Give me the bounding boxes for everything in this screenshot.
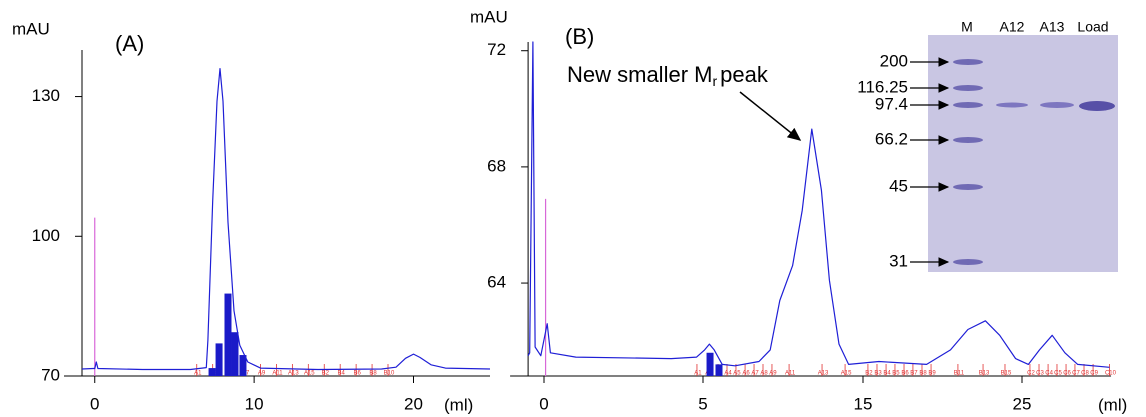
panel-title: (A): [115, 31, 144, 56]
fraction-label: A8: [760, 371, 768, 377]
fraction-label: A1: [694, 371, 702, 377]
mw-label: 66.2: [875, 129, 908, 148]
fraction-label: B6: [901, 371, 909, 377]
fraction-label: B8: [369, 371, 377, 377]
fraction-label: B9: [928, 371, 936, 377]
mw-label: 97.4: [875, 94, 908, 113]
y-tick-label: 130: [32, 86, 60, 105]
fraction-label: A9: [258, 371, 266, 377]
fraction-label: B11: [954, 371, 965, 377]
fraction-bar: [224, 293, 232, 376]
fraction-label: C2: [1027, 371, 1035, 377]
gel-image: [928, 35, 1118, 272]
lane-label: A12: [1000, 19, 1025, 35]
x-label: (ml): [444, 395, 473, 414]
sample-band: [1079, 101, 1115, 111]
fraction-label: A4: [724, 371, 732, 377]
fraction-bar: [231, 332, 239, 376]
y-tick-label: 68: [487, 156, 506, 175]
fraction-label: A5: [733, 371, 741, 377]
fraction-label: A13: [288, 371, 299, 377]
fraction-bar: [706, 352, 714, 376]
fraction-bar: [208, 368, 216, 376]
fraction-label: B6: [353, 371, 361, 377]
fraction-label: A9: [769, 371, 777, 377]
x-tick-label: 5: [698, 394, 707, 413]
marker-band: [953, 137, 983, 143]
lane-label: A13: [1040, 19, 1065, 35]
fraction-label: C7: [1072, 371, 1080, 377]
trace: [527, 41, 1110, 368]
marker-band: [953, 184, 983, 190]
x-label: (ml): [1098, 395, 1127, 414]
fraction-bar: [215, 343, 223, 376]
y-label: mAU: [12, 19, 50, 38]
y-label: mAU: [470, 7, 508, 26]
fraction-label: B7: [910, 371, 918, 377]
sample-band: [996, 102, 1028, 108]
marker-band: [953, 85, 983, 91]
fraction-label: B2: [865, 371, 873, 377]
y-tick-label: 70: [41, 365, 60, 384]
fraction-label: B5: [892, 371, 900, 377]
fraction-label: A15: [841, 371, 852, 377]
fraction-label: C8: [1081, 371, 1089, 377]
panel-title: (B): [565, 24, 594, 49]
fraction-bar: [239, 355, 247, 376]
mw-label: 116.25: [857, 77, 908, 96]
fraction-label: A7: [751, 371, 759, 377]
fraction-label: B2: [322, 371, 330, 377]
fraction-label: B4: [883, 371, 891, 377]
trace: [81, 68, 491, 371]
mw-label: 31: [889, 251, 908, 270]
fraction-label: A6: [742, 371, 750, 377]
fraction-label: A11: [272, 371, 283, 377]
fraction-label: A15: [304, 371, 315, 377]
fraction-label: C4: [1045, 371, 1053, 377]
x-tick-label: 20: [404, 394, 423, 413]
fraction-label: C10: [1105, 371, 1117, 377]
marker-band: [953, 102, 983, 108]
x-tick-label: 0: [539, 394, 548, 413]
annotation-arrow: [739, 91, 802, 141]
fraction-label: B3: [874, 371, 882, 377]
fraction-label: B15: [1001, 371, 1012, 377]
fraction-label: B8: [919, 371, 927, 377]
fraction-label: C5: [1054, 371, 1062, 377]
fraction-label: C3: [1036, 371, 1044, 377]
x-tick-label: 25: [1013, 394, 1032, 413]
fraction-label: C9: [1090, 371, 1098, 377]
fraction-label: A11: [785, 371, 796, 377]
lane-label: Load: [1077, 19, 1108, 35]
fraction-label: B13: [979, 371, 990, 377]
fraction-bar: [715, 364, 723, 376]
sample-band: [1040, 102, 1074, 108]
y-tick-label: 72: [487, 40, 506, 59]
x-tick-label: 15: [854, 394, 873, 413]
fraction-label: A13: [818, 371, 829, 377]
annotation: New smaller Mr peak: [567, 62, 769, 89]
marker-band: [953, 59, 983, 65]
fraction-label: B10: [384, 371, 395, 377]
lane-label: M: [961, 19, 973, 35]
y-tick-label: 100: [32, 226, 60, 245]
fraction-label: B4: [338, 371, 346, 377]
x-tick-label: 10: [245, 394, 264, 413]
x-tick-label: 0: [90, 394, 99, 413]
marker-band: [953, 259, 983, 265]
fraction-label: C6: [1063, 371, 1071, 377]
y-tick-label: 64: [487, 273, 506, 292]
fraction-label: A1: [194, 371, 202, 377]
mw-label: 45: [889, 176, 908, 195]
mw-label: 200: [880, 51, 908, 70]
